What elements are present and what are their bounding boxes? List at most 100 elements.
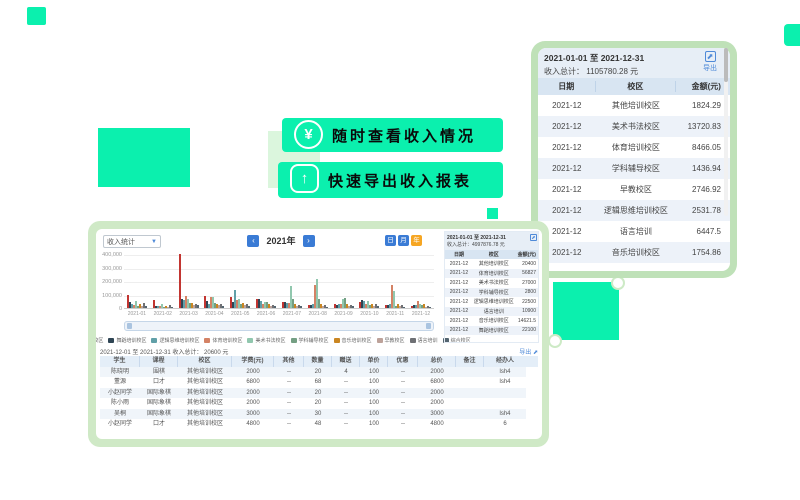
datazoom-handle-right[interactable] [426, 323, 431, 329]
bar-音乐培训校区 [371, 304, 374, 308]
bar-逻辑思维培训校区 [337, 304, 340, 308]
cell-amount: 22100 [522, 327, 536, 334]
cell-date: 2021-12 [449, 308, 469, 315]
scrollbar-thumb[interactable] [724, 48, 728, 82]
table-row: 陈晓明 围棋 其他培训校区 2000 -- 20 4 100 -- 2000 lsh4 [100, 366, 538, 377]
cell: 3000 [418, 408, 456, 419]
legend-swatch [247, 338, 254, 343]
cell: 其他培训校区 [178, 387, 232, 398]
bar-逻辑思维培训校区 [208, 304, 211, 308]
promo-banner-income: ¥ 随时查看收入情况 [282, 118, 503, 152]
bar-舞蹈培训校区 [309, 305, 312, 308]
bar-音乐培训校区 [423, 304, 426, 308]
datazoom-handle-left[interactable] [127, 323, 132, 329]
export-button[interactable]: ⬈ 导出 [695, 51, 725, 73]
gridline [124, 255, 434, 256]
income-table-header: 日期 校区 金额(元) [538, 78, 730, 95]
income-panel-header: 2021-01-01 至 2021-12-31 收入总计： 1105780.28… [538, 48, 730, 78]
x-tick-label: 2021-05 [231, 311, 250, 317]
legend-label: 其他培训校区 [96, 338, 104, 344]
table-row: 2021-12 语言培训 6447.5 [538, 221, 730, 242]
legend-item[interactable]: 其他培训校区 [96, 337, 103, 344]
header-cell: 赠送 [332, 356, 360, 367]
mini-export-icon[interactable]: ⬈ [530, 234, 537, 241]
legend-item[interactable]: 早教校区 [376, 337, 405, 344]
cell-amount: 10900 [522, 308, 536, 315]
legend-item[interactable]: 舞蹈培训校区 [108, 337, 146, 344]
bar-语言培训 [349, 305, 352, 308]
cell: 2000 [232, 387, 274, 398]
bar-早教校区 [347, 306, 350, 308]
legend-item[interactable]: 音乐培训校区 [333, 337, 372, 344]
legend-item[interactable]: 综合校区 [442, 337, 471, 344]
stat-type-select[interactable]: 收入统计 ▼ [103, 235, 161, 248]
income-scrollbar[interactable] [724, 48, 728, 216]
header-cell: 学费(元) [232, 356, 274, 367]
cell [456, 377, 484, 388]
bar-早教校区 [140, 306, 143, 308]
cell: -- [344, 421, 348, 427]
legend-item[interactable]: 语言培训 [409, 337, 438, 344]
cell: 6800 [430, 379, 444, 385]
bar-语言培训 [168, 305, 171, 308]
cell: -- [344, 400, 348, 406]
legend-item[interactable]: 逻辑思维培训校区 [151, 337, 199, 344]
bar-音乐培训校区 [164, 306, 167, 308]
header-cell: 经办人 [495, 358, 514, 364]
bar-逻辑思维培训校区 [363, 301, 366, 308]
mini-table-columns: 日期 校区 金额(元) [445, 250, 538, 259]
cell-amount: 20400 [522, 260, 536, 267]
bar-早教校区 [321, 306, 324, 308]
decor-ring-bottom [548, 334, 562, 348]
mini-col-amount: 金额(元) [517, 252, 536, 258]
cell-date: 2021-12 [449, 289, 469, 296]
cell: -- [287, 400, 291, 406]
legend-item[interactable]: 美术书法校区 [247, 337, 286, 344]
header-cell: 备注 [456, 356, 484, 367]
bar-逻辑思维培训校区 [389, 304, 392, 308]
mini-col-campus: 校区 [488, 252, 499, 258]
view-toggle-日[interactable]: 日 [385, 235, 396, 246]
detail-export-link[interactable]: 导出 ⬈ [519, 350, 538, 356]
bar-其他培训校区 [307, 305, 310, 308]
legend-item[interactable]: 体育培训校区 [204, 337, 242, 344]
table-row: 2021-12 音乐培训校区 1754.86 [538, 242, 730, 263]
view-toggle-年[interactable]: 年 [411, 235, 422, 246]
bar-舞蹈培训校区 [154, 306, 157, 308]
bar-学科辅导校区 [240, 304, 243, 308]
legend-label: 早教校区 [384, 338, 405, 344]
prev-year-button[interactable]: ‹ [247, 234, 260, 247]
bar-体育培训校区 [339, 304, 342, 308]
bar-舞蹈培训校区 [413, 305, 416, 308]
cell: 100 [360, 366, 388, 377]
bar-其他培训校区 [385, 305, 388, 308]
bar-舞蹈培训校区 [180, 299, 183, 308]
cell: lsh4 [499, 379, 511, 385]
bar-逻辑思维培训校区 [182, 300, 185, 308]
cell-date: 2021-12 [552, 206, 582, 215]
mini-date-range: 2021-01-01 至 2021-12-31 [447, 235, 506, 241]
cell: -- [388, 387, 418, 398]
income-col-amount: 金额(元) [691, 82, 721, 91]
promo-text-export: 快速导出收入报表 [328, 172, 473, 190]
cell: -- [274, 387, 304, 398]
bar-学科辅导校区 [214, 303, 217, 308]
bar-语言培训 [194, 304, 197, 308]
bar-音乐培训校区 [345, 304, 348, 308]
dashboard-panel: 收入统计 ▼ ‹ 2021年 › 日月年 400,000 300,000 200,0… [96, 229, 542, 439]
cell-date: 2021-12 [552, 248, 582, 257]
bar-音乐培训校区 [138, 304, 141, 308]
cell: 国际象棋 [140, 387, 178, 398]
year-label: 2021年 [266, 236, 296, 246]
legend-item[interactable]: 学科辅导校区 [290, 337, 329, 344]
income-panel: 2021-01-01 至 2021-12-31 收入总计： 1105780.28… [538, 48, 730, 271]
cell: 其他培训校区 [186, 400, 223, 406]
chart-datazoom-slider[interactable] [124, 321, 434, 331]
bar-综合校区 [403, 307, 406, 308]
bar-美术书法校区 [315, 279, 318, 308]
mini-col-date: 日期 [453, 252, 464, 258]
export-icon: ↑ [290, 164, 319, 193]
next-year-button[interactable]: › [302, 234, 315, 247]
view-toggle-月[interactable]: 月 [398, 235, 409, 246]
cell-amount: 1754.86 [692, 248, 721, 257]
